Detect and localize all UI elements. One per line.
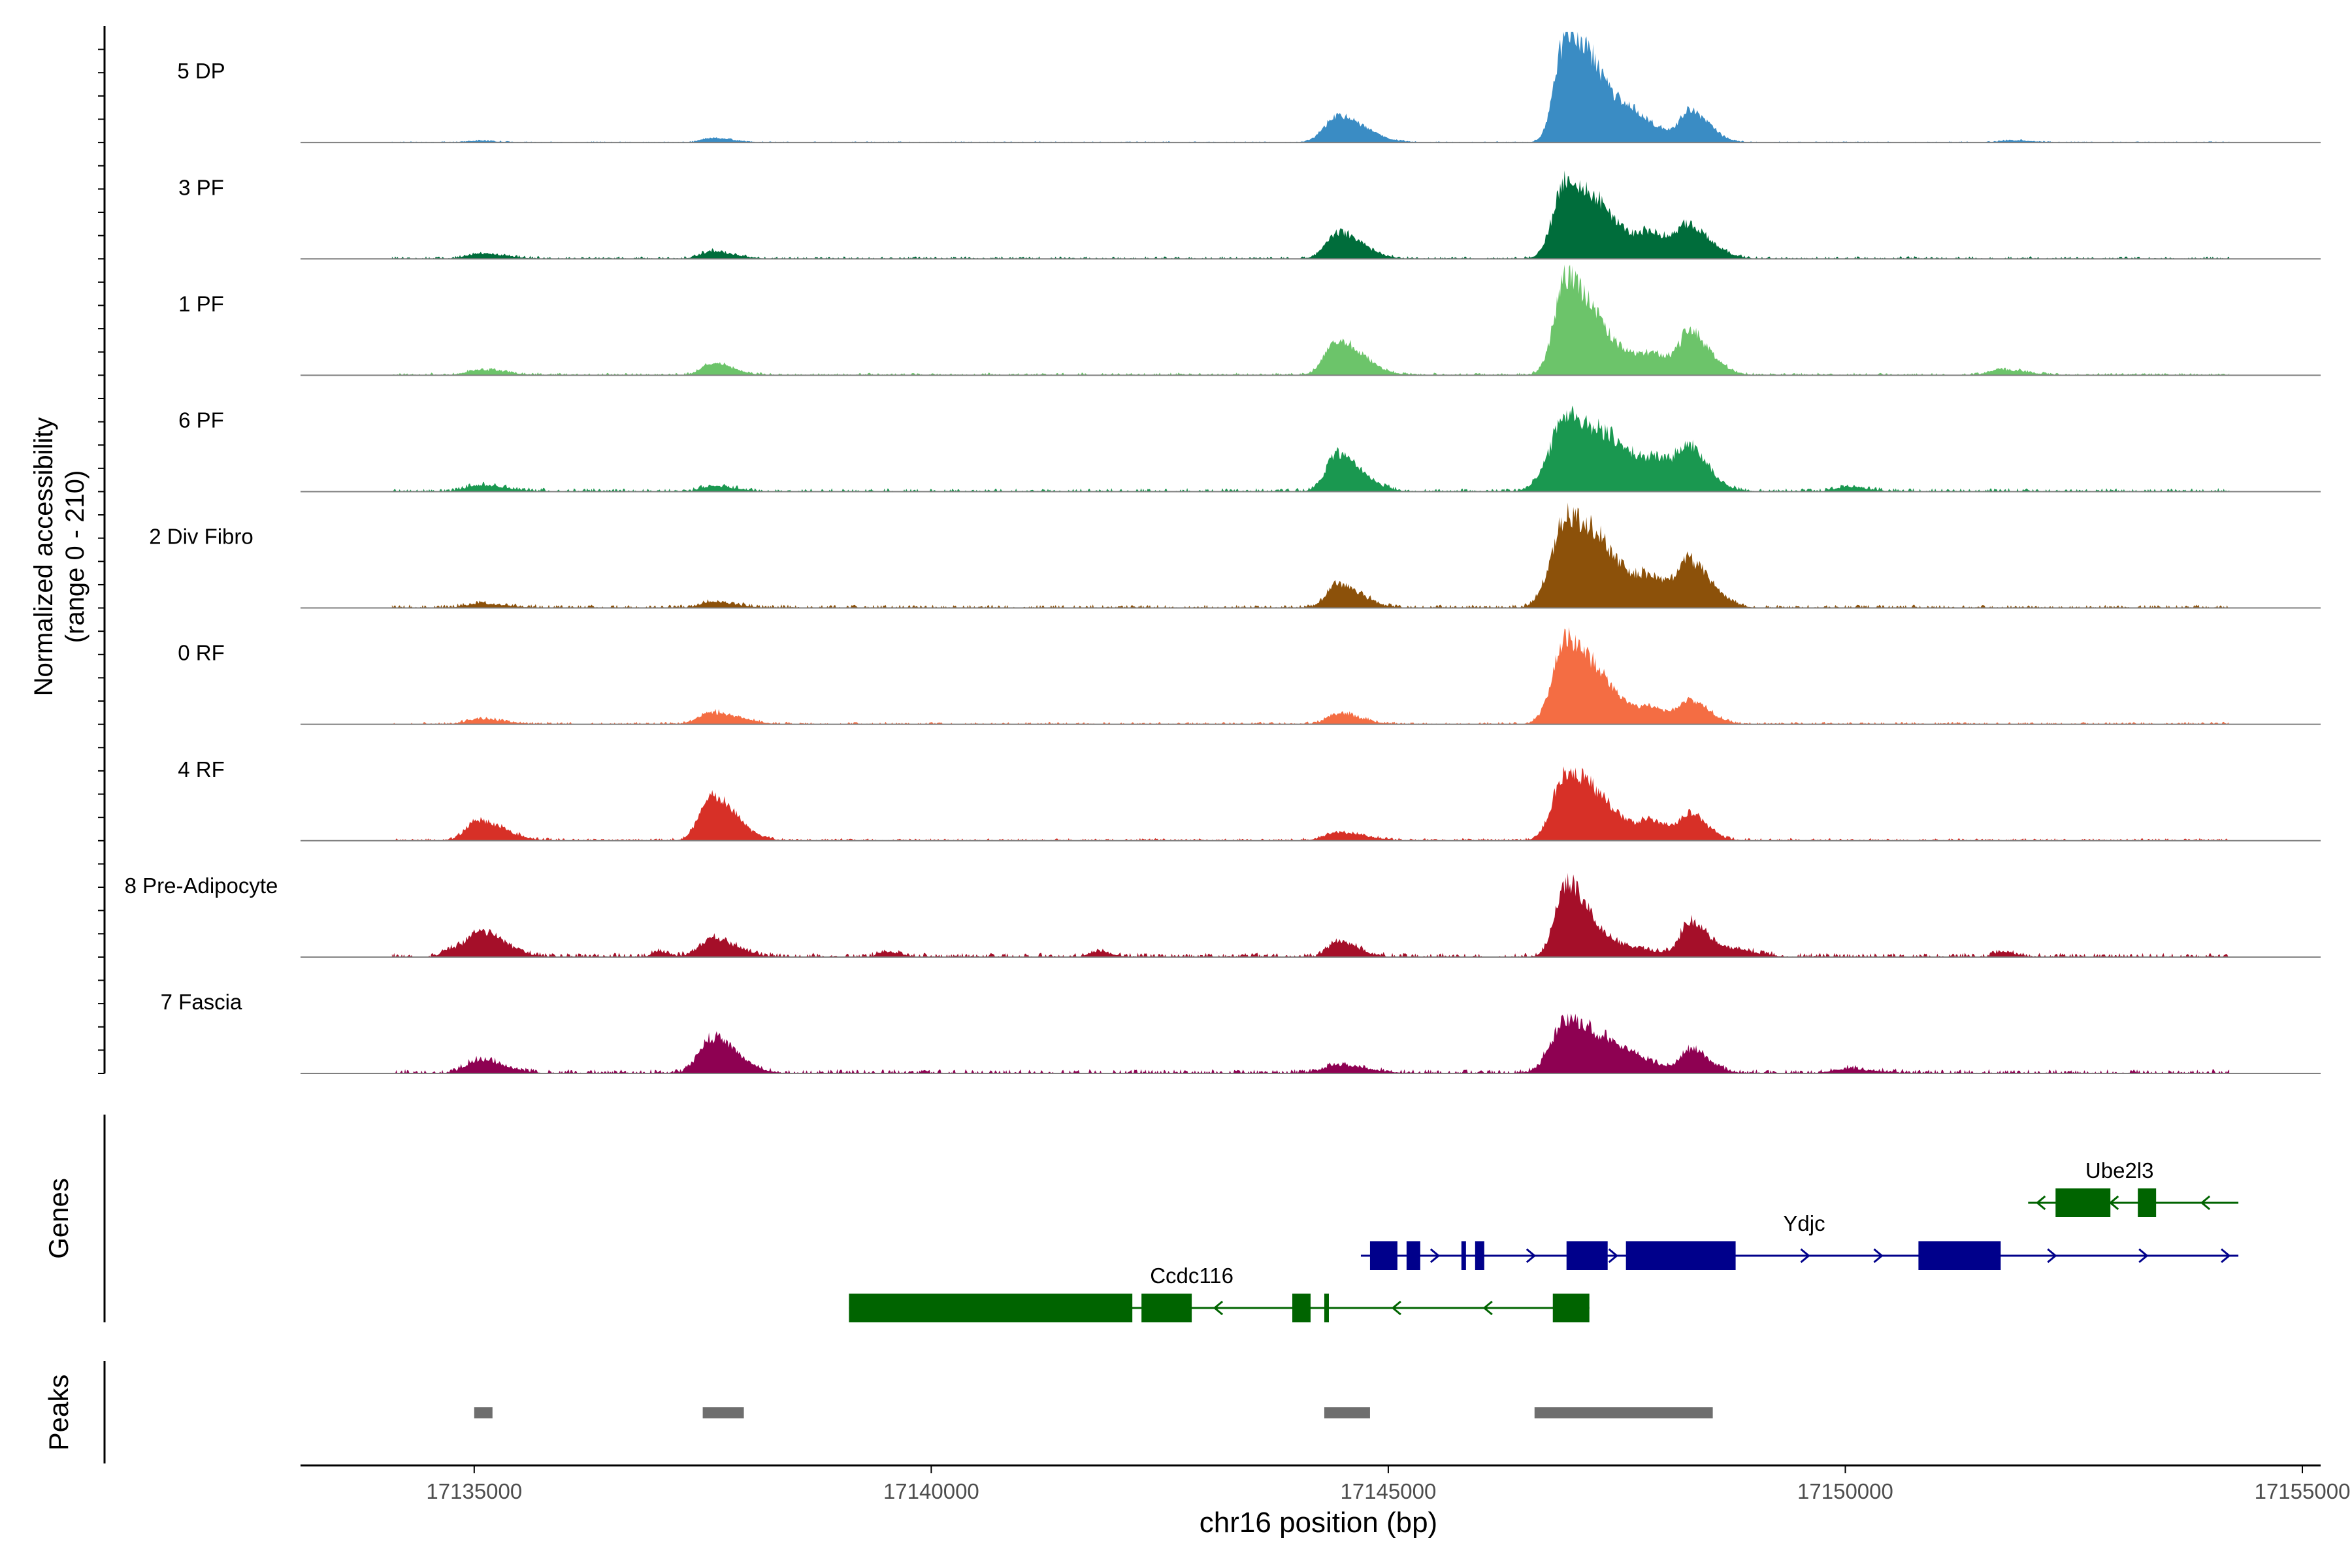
peak-region — [1534, 1407, 1713, 1418]
gene-label: Ube2l3 — [2085, 1158, 2154, 1183]
x-axis: 17135000 17140000 17145000 17150000 17155000 — [301, 1464, 2351, 1503]
x-tick-label: 17145000 — [1341, 1479, 1437, 1503]
peaks-panel-label: Peaks — [43, 1375, 74, 1451]
gene-label: Ccdc116 — [1150, 1264, 1233, 1288]
gene-exon — [1292, 1294, 1311, 1322]
gene-exon — [849, 1294, 1133, 1322]
peak-region — [702, 1407, 744, 1418]
track-label: 0 RF — [178, 641, 225, 665]
track-4: 2 Div Fibro — [149, 502, 2321, 609]
track-2: 1 PF — [178, 265, 2321, 376]
x-tick-label: 17135000 — [426, 1479, 522, 1503]
strand-arrow — [2108, 1195, 2119, 1211]
coverage-area — [391, 265, 2230, 376]
strand-arrow — [2138, 1248, 2149, 1264]
peak-region — [474, 1407, 493, 1418]
track-5: 0 RF — [178, 627, 2321, 725]
coverage-y-axis — [98, 26, 106, 1074]
track-7: 8 Pre-Adipocyte — [125, 873, 2321, 958]
gene-exon — [1625, 1241, 1736, 1270]
gene-exon — [1324, 1294, 1329, 1322]
gene-exon — [1141, 1294, 1192, 1322]
coverage-area — [391, 502, 2230, 608]
peak-regions — [474, 1407, 1713, 1418]
gene-label: Ydjc — [1783, 1211, 1825, 1235]
genes-panel-label: Genes — [43, 1178, 74, 1259]
coverage-area — [391, 1013, 2230, 1073]
strand-arrow — [2047, 1248, 2057, 1264]
coverage-ylabel-line2: (range 0 - 210) — [61, 470, 90, 644]
gene-exon — [1918, 1241, 2001, 1270]
gene-exon — [2055, 1188, 2111, 1217]
coverage-area — [391, 170, 2230, 259]
gene-Ccdc116: Ccdc116 — [849, 1264, 1590, 1322]
gene-exon — [1475, 1241, 1484, 1270]
track-0: 5 DP — [177, 31, 2321, 144]
strand-arrow — [1391, 1300, 1401, 1316]
strand-arrow — [2200, 1195, 2211, 1211]
strand-arrow — [1482, 1300, 1493, 1316]
track-6: 4 RF — [178, 757, 2321, 841]
coverage-area — [391, 873, 2230, 957]
gene-exon — [2138, 1188, 2157, 1217]
track-label: 1 PF — [178, 291, 224, 316]
gene-Ube2l3: Ube2l3 — [2028, 1158, 2239, 1217]
gene-models: Ube2l3 Ydjc Ccdc116 — [849, 1158, 2239, 1322]
track-3: 6 PF — [178, 405, 2321, 493]
gene-exon — [1566, 1241, 1608, 1270]
strand-arrow — [1429, 1248, 1441, 1264]
track-label: 3 PF — [178, 175, 224, 199]
coverage-area — [391, 405, 2230, 492]
strand-arrow — [1873, 1248, 1884, 1264]
strand-arrow — [1800, 1248, 1810, 1264]
track-label: 8 Pre-Adipocyte — [125, 874, 278, 898]
coverage-area — [391, 31, 2230, 143]
strand-arrow — [1608, 1248, 1619, 1264]
track-8: 7 Fascia — [161, 990, 2321, 1074]
gene-exon — [1461, 1241, 1466, 1270]
x-tick-label: 17150000 — [1797, 1479, 1893, 1503]
gene-exon — [1552, 1294, 1590, 1322]
strand-arrow — [1526, 1248, 1537, 1264]
strand-arrow — [1213, 1300, 1224, 1316]
track-label: 5 DP — [177, 59, 225, 83]
gene-exon — [1406, 1241, 1420, 1270]
coverage-area — [391, 627, 2230, 725]
x-tick-label: 17140000 — [883, 1479, 979, 1503]
gene-exon — [1369, 1241, 1397, 1270]
strand-arrow — [2035, 1195, 2046, 1211]
track-1: 3 PF — [178, 170, 2321, 260]
track-label: 2 Div Fibro — [149, 525, 253, 549]
x-axis-title: chr16 position (bp) — [1200, 1507, 1437, 1539]
track-label: 7 Fascia — [161, 990, 242, 1014]
gene-Ydjc: Ydjc — [1360, 1211, 2239, 1270]
coverage-tracks: 5 DP 3 PF 1 PF 6 PF 2 Div Fibro 0 RF 4 RF 8 Pre… — [125, 31, 2321, 1074]
x-tick-label: 17155000 — [2255, 1479, 2351, 1503]
track-label: 4 RF — [178, 757, 225, 781]
track-label: 6 PF — [178, 408, 224, 432]
coverage-area — [391, 766, 2230, 841]
peak-region — [1324, 1407, 1370, 1418]
coverage-ylabel-line1: Normalized accessibility — [29, 417, 58, 696]
strand-arrow — [2221, 1248, 2231, 1264]
